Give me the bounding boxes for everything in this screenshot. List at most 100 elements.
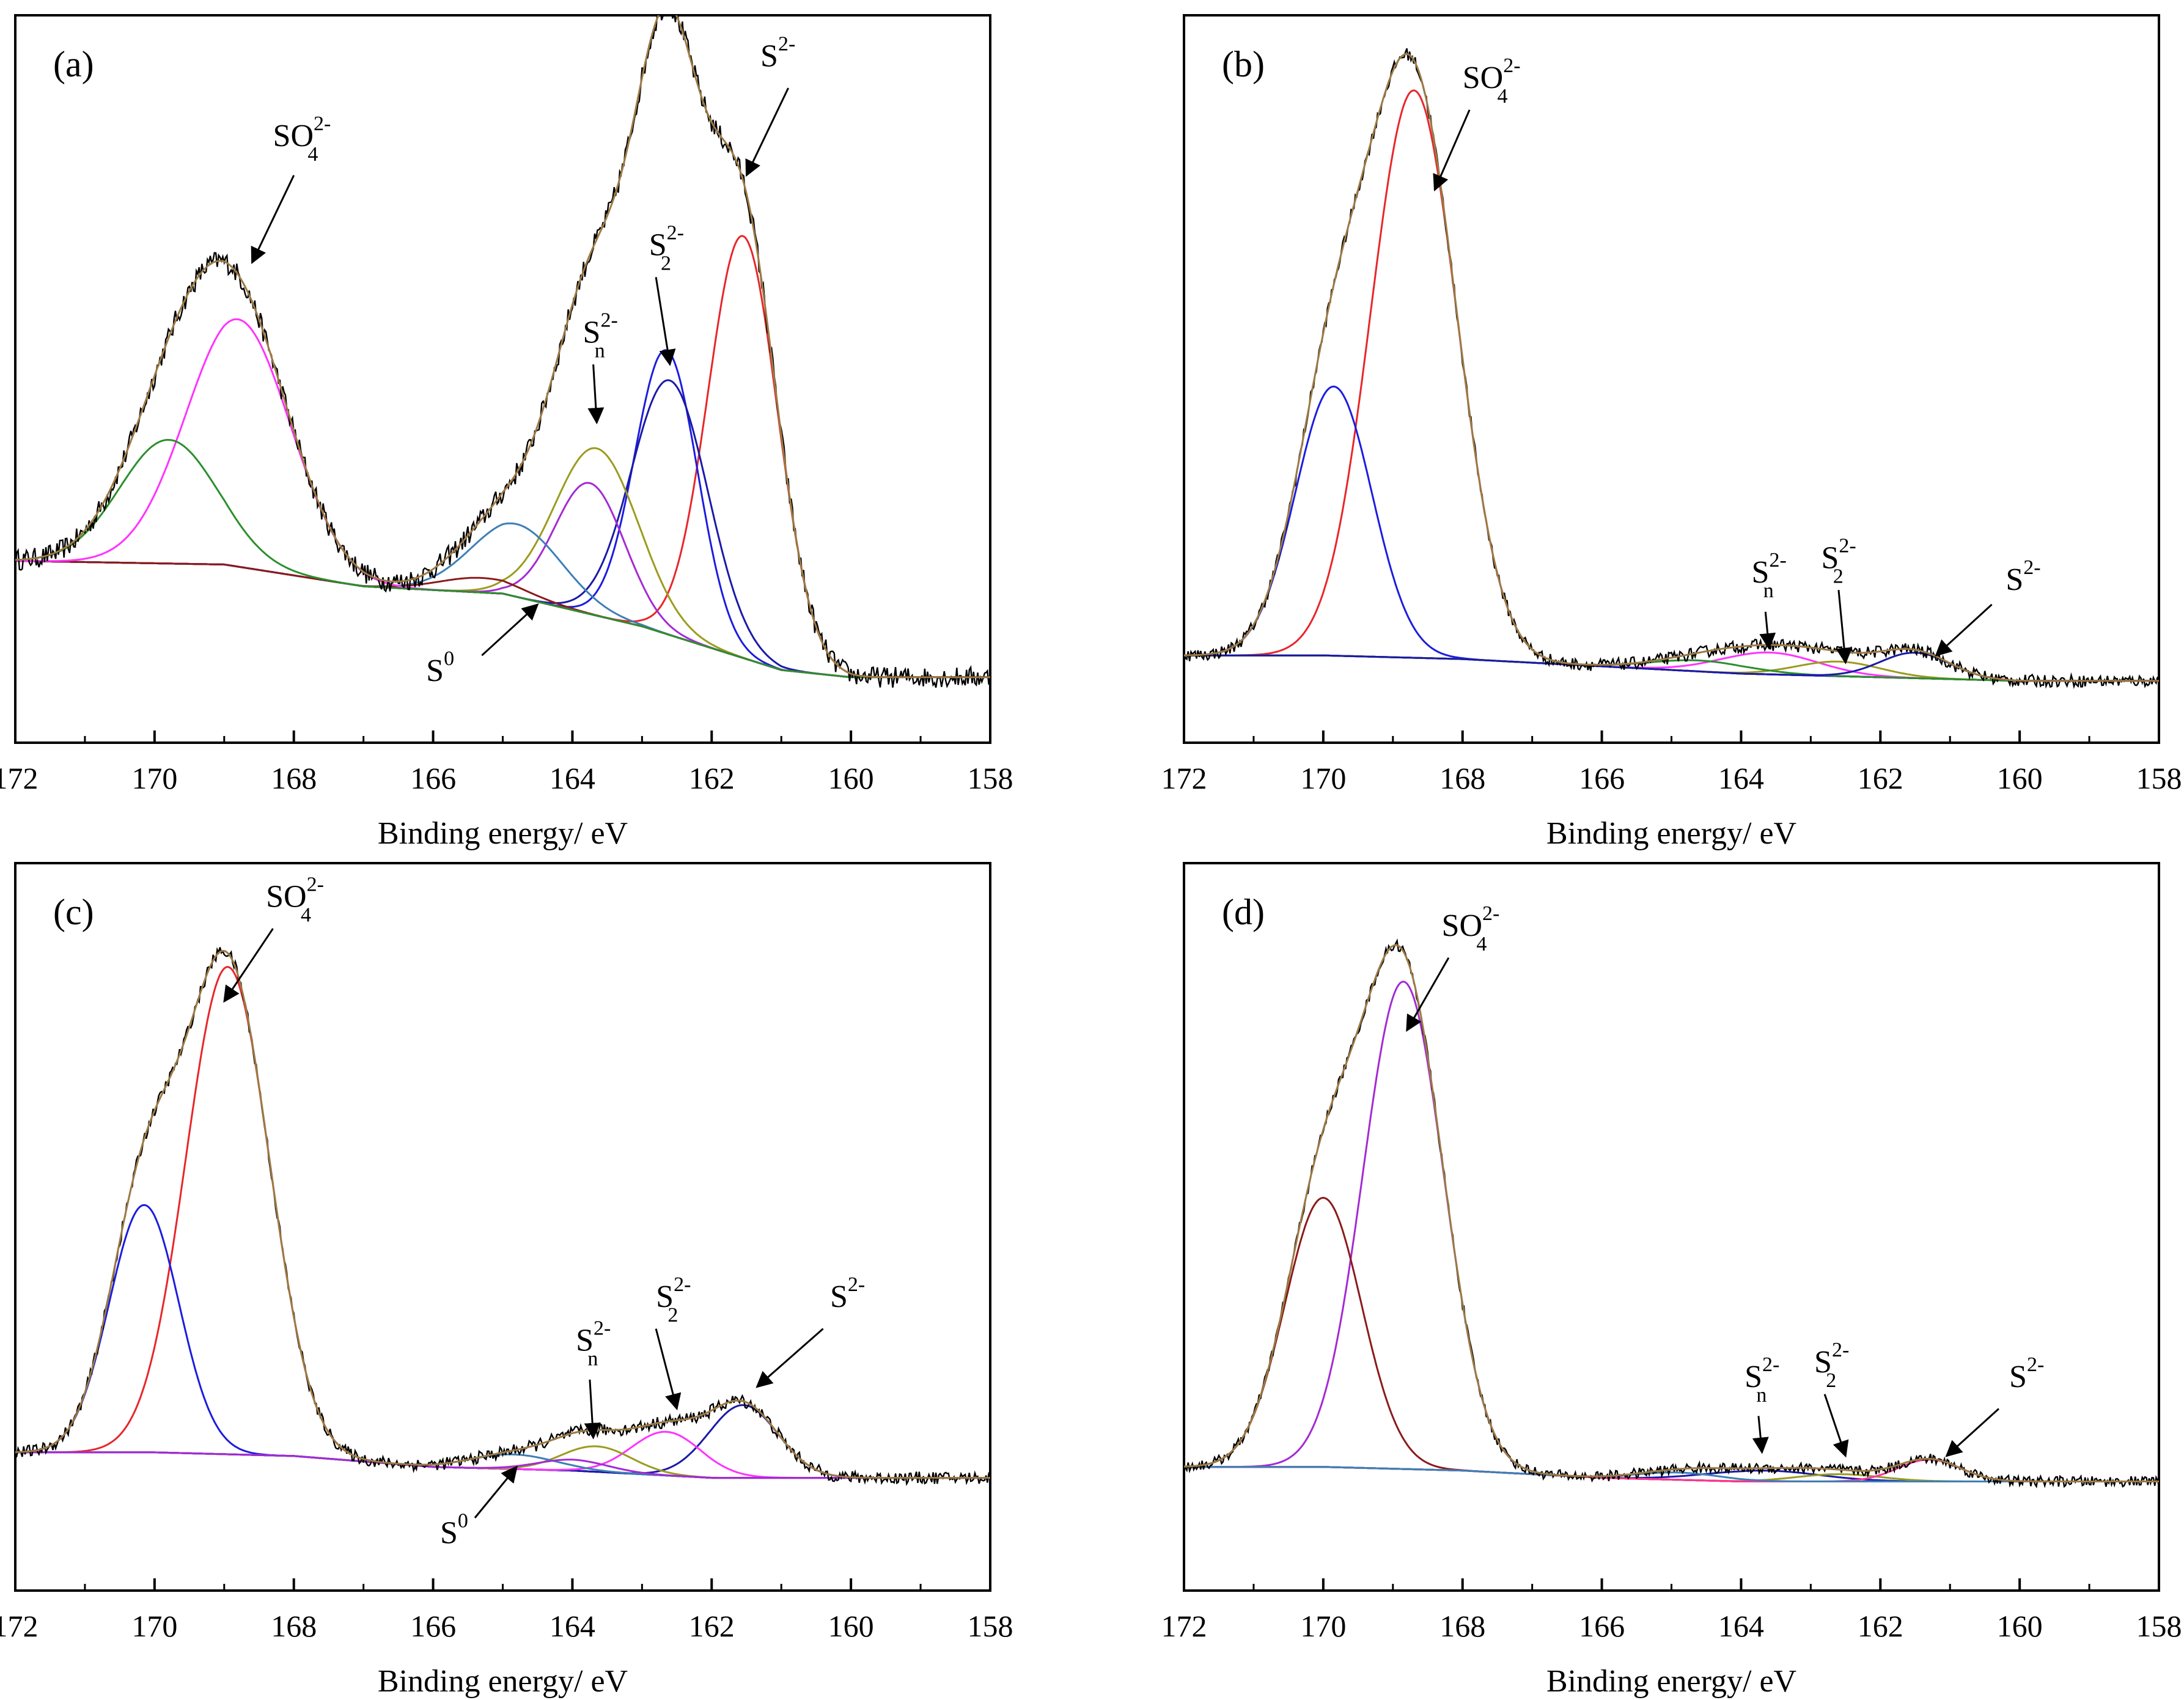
curves bbox=[15, 15, 990, 689]
x-tick-label: 172 bbox=[1161, 761, 1207, 795]
x-tick-label: 168 bbox=[271, 761, 317, 795]
peak-label: S2-2 bbox=[1821, 534, 1856, 587]
peak-label: SO2-4 bbox=[1463, 54, 1521, 108]
x-axis-label: Binding energy/ eV bbox=[1546, 1664, 1796, 1699]
peak-label: S2- bbox=[760, 32, 795, 73]
x-tick-label: 162 bbox=[1858, 1609, 1903, 1643]
x-tick-label: 170 bbox=[131, 1609, 177, 1643]
x-tick-label: 172 bbox=[1161, 1609, 1207, 1643]
peak-arrow bbox=[587, 364, 605, 425]
x-tick-label: 170 bbox=[1300, 1609, 1346, 1643]
component-S2-2- bbox=[1184, 654, 2159, 682]
x-tick-label: 168 bbox=[1439, 1609, 1485, 1643]
raw-spectrum bbox=[15, 15, 990, 689]
curves bbox=[1184, 48, 2159, 690]
peak-label: S2-n bbox=[1745, 1353, 1779, 1407]
peak-arrow bbox=[655, 277, 676, 366]
component-SO4-2- bbox=[1184, 981, 2159, 1482]
x-tick-label: 158 bbox=[968, 761, 1013, 795]
peak-arrow bbox=[481, 603, 539, 657]
panel-label: (b) bbox=[1222, 44, 1265, 84]
peak-label: S2-n bbox=[1752, 549, 1787, 602]
peak-arrow bbox=[1752, 1416, 1769, 1454]
component-Sn-2- bbox=[15, 1445, 990, 1479]
x-tick-label: 164 bbox=[1718, 1609, 1764, 1643]
x-tick-label: 166 bbox=[410, 1609, 456, 1643]
plot-frame bbox=[14, 862, 991, 1592]
component-Sn-2- bbox=[1184, 651, 2159, 682]
component-minor bbox=[1184, 654, 2159, 682]
panel-label: (a) bbox=[53, 44, 94, 84]
x-axis-label: Binding energy/ eV bbox=[1546, 816, 1796, 851]
envelope-fit bbox=[1184, 944, 2159, 1482]
peak-label: S2-2 bbox=[649, 222, 684, 275]
component-S2-2--b bbox=[15, 379, 990, 679]
peak-arrow bbox=[251, 175, 295, 265]
peak-arrow bbox=[1759, 611, 1776, 650]
peak-label: S2-n bbox=[576, 1317, 611, 1370]
peak-label: SO2-4 bbox=[266, 873, 324, 926]
peak-label: SO2-4 bbox=[273, 112, 331, 166]
peak-label: S2-2 bbox=[656, 1273, 691, 1327]
panel-1: 172 170 168 166 164 162 160 158 Binding energy/ … bbox=[1161, 14, 2182, 851]
x-tick-label: 164 bbox=[1718, 761, 1764, 795]
x-tick-label: 162 bbox=[689, 1609, 735, 1643]
peak-arrow bbox=[1945, 1408, 1999, 1457]
x-tick-label: 160 bbox=[828, 761, 874, 795]
x-tick-label: 166 bbox=[410, 761, 456, 795]
component-S2-2- bbox=[15, 349, 990, 679]
envelope-fit bbox=[1184, 53, 2159, 682]
x-tick-label: 168 bbox=[1439, 761, 1485, 795]
panel-label: (d) bbox=[1222, 892, 1265, 932]
panel-3: 172 170 168 166 164 162 160 158 Binding energy/ … bbox=[1161, 862, 2182, 1699]
x-tick-label: 160 bbox=[1997, 1609, 2043, 1643]
peak-label: S2- bbox=[830, 1273, 865, 1314]
component-S2- bbox=[15, 235, 990, 679]
component-S0 bbox=[15, 560, 990, 679]
peak-label: S0 bbox=[440, 1510, 468, 1551]
component-S2- bbox=[1184, 1459, 2159, 1482]
envelope-fit bbox=[15, 15, 990, 679]
peak-arrow bbox=[655, 1328, 682, 1411]
component-SO4-2--b bbox=[15, 1204, 990, 1479]
peak-arrow bbox=[1836, 589, 1853, 664]
peak-label: SO2-4 bbox=[1442, 902, 1500, 955]
plot-frame bbox=[14, 14, 991, 744]
peak-arrow bbox=[584, 1379, 601, 1440]
x-tick-label: 166 bbox=[1579, 761, 1625, 795]
panel-label: (c) bbox=[53, 892, 94, 932]
peak-label: S2- bbox=[2009, 1353, 2044, 1394]
peak-label: S2-2 bbox=[1814, 1339, 1849, 1392]
plot-frame bbox=[1183, 14, 2160, 744]
raw-spectrum bbox=[1184, 938, 2159, 1488]
background-line bbox=[15, 560, 990, 679]
x-axis-label: Binding energy/ eV bbox=[378, 1664, 628, 1699]
peak-label: S0 bbox=[426, 647, 454, 688]
x-tick-label: 158 bbox=[968, 1609, 1013, 1643]
x-tick-label: 170 bbox=[131, 761, 177, 795]
peak-arrow bbox=[223, 928, 274, 1003]
curves bbox=[15, 947, 990, 1487]
x-tick-label: 160 bbox=[828, 1609, 874, 1643]
x-tick-label: 162 bbox=[1858, 761, 1903, 795]
peak-arrow bbox=[1935, 603, 1993, 657]
curves bbox=[1184, 938, 2159, 1488]
x-tick-label: 164 bbox=[550, 1609, 595, 1643]
peak-arrow bbox=[1823, 1394, 1849, 1458]
x-tick-label: 166 bbox=[1579, 1609, 1625, 1643]
raw-spectrum bbox=[15, 947, 990, 1487]
x-tick-label: 158 bbox=[2136, 761, 2182, 795]
peak-arrow bbox=[474, 1465, 518, 1518]
x-tick-label: 158 bbox=[2136, 1609, 2182, 1643]
peak-arrow bbox=[745, 87, 789, 177]
peak-arrow bbox=[1433, 109, 1471, 192]
envelope-fit bbox=[15, 949, 990, 1479]
x-tick-label: 162 bbox=[689, 761, 735, 795]
background-line bbox=[1184, 654, 2159, 682]
x-tick-label: 164 bbox=[550, 761, 595, 795]
x-tick-label: 170 bbox=[1300, 761, 1346, 795]
component-minor bbox=[15, 522, 990, 679]
component-SO4-2- bbox=[15, 966, 990, 1479]
panel-2: 172 170 168 166 164 162 160 158 Binding energy/ … bbox=[0, 862, 1013, 1699]
peak-arrow bbox=[1406, 957, 1450, 1032]
